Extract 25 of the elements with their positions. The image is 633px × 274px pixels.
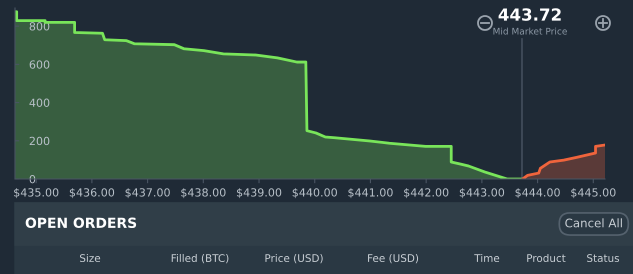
text: OPEN ORDERS [26,218,136,228]
text: Status [587,254,620,262]
text: Size [80,254,100,262]
y-tick-label: 400 [29,98,50,107]
x-tick-label: $443.00 [460,188,504,198]
x-tick-label: $436.00 [70,188,114,198]
text: Product [527,254,566,262]
x-tick-label: $439.00 [236,188,282,198]
x-tick-label: $440.00 [292,188,337,198]
x-tick-label: $438.00 [181,188,226,198]
text: Cancel All [565,218,622,228]
text: Time [474,254,500,262]
x-tick-label: $444.00 [516,188,560,198]
y-tick-label: 600 [30,60,50,69]
text: Fee (USD) [368,254,418,264]
x-tick-label: $437.00 [126,188,170,198]
x-tick-label: $445.00 [571,188,616,198]
annotation: Mid Market Price [493,28,567,35]
x-tick-label: $442.00 [404,188,448,198]
x-tick-label: $435.00 [14,188,58,198]
x-tick-label: $441.00 [348,188,393,198]
ref-line-label: 443.72 [498,8,561,21]
text: Price (USD) [265,254,323,264]
text: Filled (BTC) [172,254,228,264]
y-tick-label: 200 [30,136,50,146]
